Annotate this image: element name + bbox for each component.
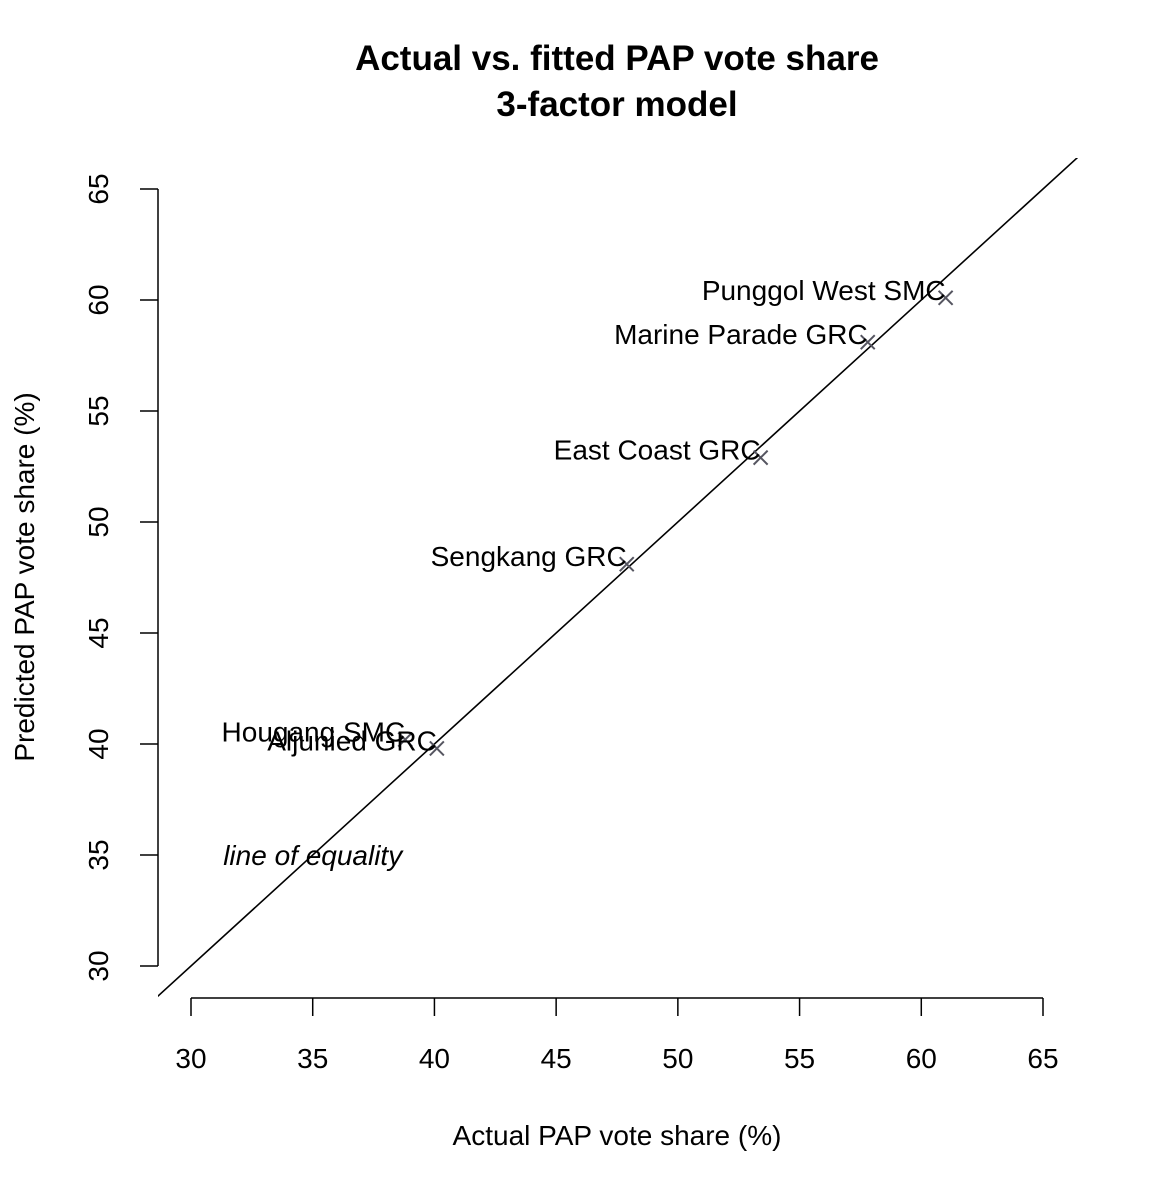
y-tick-label: 40: [83, 728, 114, 759]
x-axis: 30 35 40 45 50 55 60 65: [175, 997, 1059, 1074]
data-point: [429, 740, 445, 757]
x-tick-label: 40: [419, 1043, 450, 1074]
point-label: Aljunied GRC: [267, 725, 437, 756]
x-tick-label: 45: [541, 1043, 572, 1074]
data-point: [397, 731, 413, 748]
point-marker-stroke: [397, 731, 413, 748]
x-tick-label: 55: [784, 1043, 815, 1074]
y-tick-label: 45: [83, 617, 114, 648]
x-tick-label: 35: [297, 1043, 328, 1074]
point-marker-stroke: [619, 556, 635, 572]
point-label: Punggol West SMC: [702, 275, 946, 306]
point-marker-stroke: [752, 449, 769, 466]
x-tick-label: 60: [906, 1043, 937, 1074]
reference-line-group: [158, 158, 1078, 998]
data-markers: [397, 290, 954, 757]
data-point: [619, 556, 635, 572]
y-tick-label: 30: [83, 950, 114, 981]
y-tick-label: 35: [83, 839, 114, 870]
point-marker-stroke: [429, 740, 445, 757]
point-marker-stroke: [937, 290, 954, 306]
line-of-equality-label: line of equality: [223, 840, 404, 871]
point-label: East Coast GRC: [554, 435, 761, 466]
point-labels: Punggol West SMC Marine Parade GRC East Co…: [222, 275, 946, 757]
x-tick-label: 50: [662, 1043, 693, 1074]
y-tick-label: 60: [83, 284, 114, 315]
y-tick-label: 50: [83, 506, 114, 537]
data-point: [937, 290, 954, 306]
chart-title: Actual vs. fitted PAP vote share: [355, 39, 879, 78]
point-label: Marine Parade GRC: [614, 319, 868, 350]
point-label: Hougang SMC: [222, 717, 406, 748]
chart-subtitle: 3-factor model: [496, 85, 737, 124]
data-point: [860, 334, 876, 350]
point-marker-stroke: [860, 334, 876, 350]
y-axis: 30 35 40 45 50 55 60 65: [83, 173, 159, 982]
y-tick-label: 65: [83, 173, 114, 204]
y-tick-label: 55: [83, 395, 114, 426]
point-label: Sengkang GRC: [431, 541, 627, 572]
data-point: [752, 449, 769, 466]
y-axis-label: Predicted PAP vote share (%): [9, 392, 40, 761]
x-tick-label: 30: [175, 1043, 206, 1074]
line-of-equality: [158, 158, 1078, 998]
x-tick-label: 65: [1027, 1043, 1058, 1074]
x-axis-label: Actual PAP vote share (%): [453, 1120, 782, 1151]
